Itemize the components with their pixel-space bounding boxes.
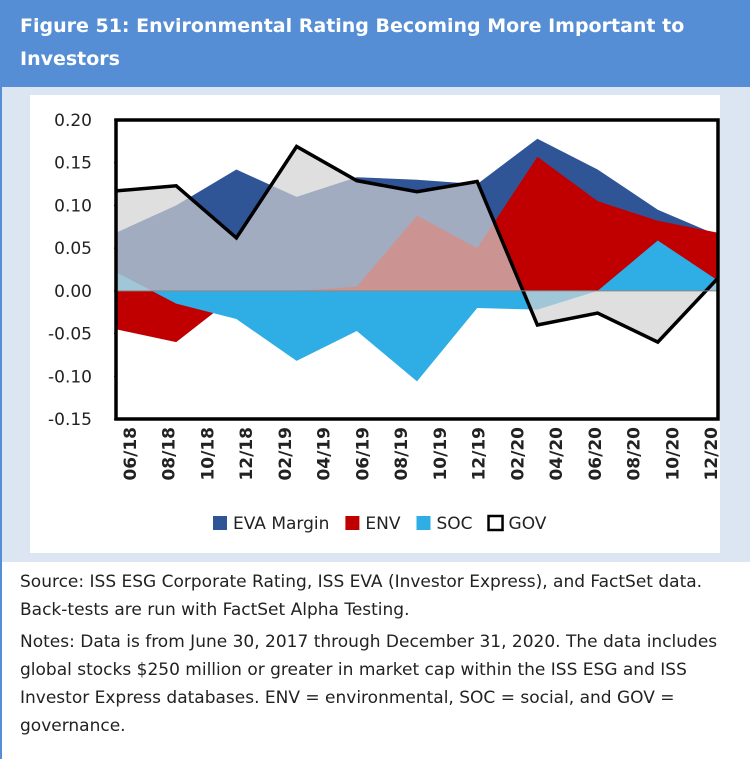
- x-tick-label: 12/19: [470, 427, 490, 481]
- x-tick-label: 06/18: [121, 427, 141, 481]
- y-tick-label: 0.00: [54, 282, 92, 302]
- x-tick-label: 02/20: [508, 427, 528, 481]
- legend-swatch: [213, 516, 227, 530]
- y-tick-label: 0.20: [54, 111, 92, 131]
- y-tick-label: 0.10: [54, 196, 92, 216]
- x-tick-label: 04/19: [315, 427, 335, 481]
- area: [116, 146, 718, 343]
- y-tick-label: 0.05: [54, 239, 92, 259]
- plot-border: [114, 118, 720, 421]
- x-tick-label: 08/19: [392, 427, 412, 481]
- chart: 0.20 0.15 0.10 0.05 0.00 -0.05 -0.10 -0.15 06/18…: [48, 111, 722, 534]
- legend-swatch: [345, 516, 360, 530]
- area: [116, 240, 718, 382]
- y-tick-label: -0.10: [48, 367, 92, 387]
- legend-label: EVA Margin: [233, 514, 329, 534]
- x-tick-label: 04/20: [547, 427, 567, 481]
- x-tick-label: 06/20: [586, 427, 606, 481]
- x-tick-label: 12/20: [702, 427, 722, 481]
- x-tick-label: 10/20: [663, 427, 683, 481]
- source: Source: ISS ESG Corporate Rating, ISS EV…: [20, 572, 703, 620]
- legend-label: ENV: [365, 514, 400, 534]
- figure-title: Figure 51: Environmental Rating Becoming…: [0, 0, 750, 87]
- figure-notes: Source: ISS ESG Corporate Rating, ISS EV…: [0, 562, 750, 759]
- y-tick-label: -0.05: [48, 325, 92, 345]
- x-tick-label: 10/19: [431, 427, 451, 481]
- x-tick-label: 08/18: [160, 427, 180, 481]
- x-tick-label: 12/18: [237, 427, 257, 481]
- y-tick-label: 0.15: [54, 154, 92, 174]
- x-tick-label: 02/19: [276, 427, 296, 481]
- legend-label: SOC: [436, 514, 472, 534]
- x-tick-label: 06/19: [353, 427, 373, 481]
- notes: Notes: Data is from June 30, 2017 throug…: [20, 632, 718, 736]
- area-outline: [115, 144, 720, 345]
- legend-swatch: [416, 516, 431, 530]
- legend-label: GOV: [509, 514, 547, 534]
- y-tick-label: -0.15: [48, 410, 92, 430]
- x-tick-label: 08/20: [625, 427, 645, 481]
- legend-swatch: [487, 514, 504, 532]
- x-tick-label: 10/18: [198, 427, 218, 481]
